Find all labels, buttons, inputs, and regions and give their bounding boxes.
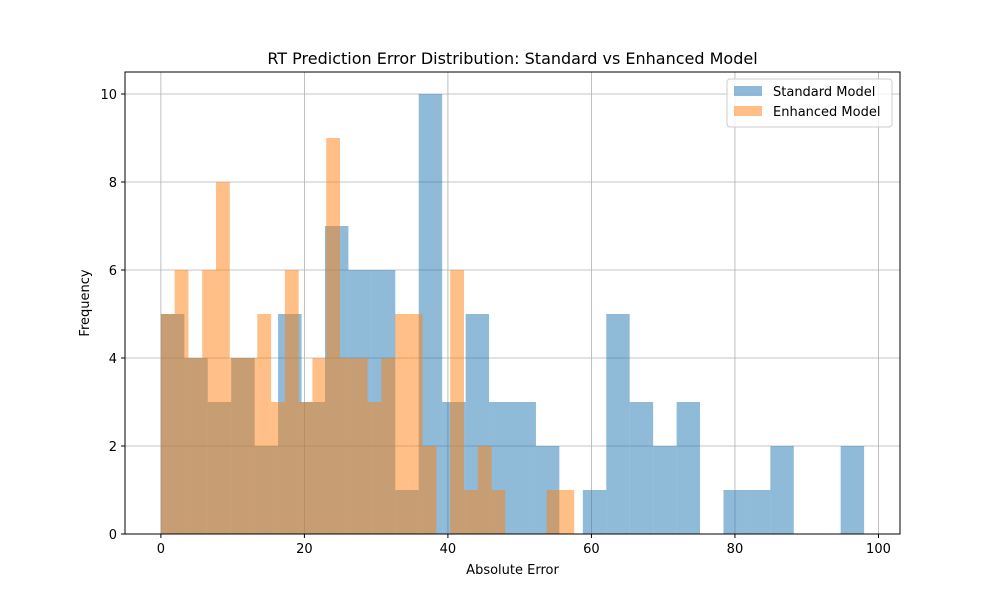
bar-enhanced-24	[491, 490, 506, 534]
bar-enhanced-29	[560, 490, 575, 534]
bar-enhanced-6	[243, 358, 258, 534]
x-axis-label: Absolute Error	[466, 563, 559, 578]
x-axis-ticks: 0 20 40 60 80 100	[157, 534, 891, 557]
bar-enhanced-28	[546, 490, 561, 534]
bar-standard-19	[606, 314, 630, 534]
y-tick-label-0: 0	[109, 528, 117, 543]
x-tick-label-2: 40	[440, 542, 457, 557]
legend-swatch-enhanced	[734, 106, 762, 116]
legend-swatch-standard	[734, 86, 762, 96]
bar-enhanced-15	[367, 402, 382, 534]
bar-standard-18	[582, 490, 607, 534]
bar-enhanced-19	[422, 446, 437, 534]
bar-enhanced-7	[257, 314, 272, 534]
bar-standard-15	[512, 402, 536, 534]
chart-title: RT Prediction Error Distribution: Standa…	[267, 49, 757, 68]
bar-enhanced-0	[160, 314, 175, 534]
y-tick-label-1: 2	[109, 440, 117, 455]
bar-standard-25	[746, 490, 771, 534]
x-tick-label-3: 60	[583, 542, 600, 557]
plot-frame	[124, 71, 901, 535]
y-tick-label-3: 6	[109, 264, 117, 279]
bar-enhanced-2	[188, 358, 203, 534]
bar-standard-24	[723, 490, 747, 534]
y-axis-ticks: 0 2 4 6 8 10	[100, 88, 125, 543]
x-tick-label-5: 100	[866, 542, 891, 557]
bar-enhanced-21	[450, 270, 464, 534]
y-axis-label: Frequency	[78, 269, 93, 336]
x-tick-label-1: 20	[296, 542, 313, 557]
bar-enhanced-3	[202, 270, 216, 534]
bar-enhanced-5	[229, 358, 244, 534]
bar-enhanced-11	[312, 358, 327, 534]
legend-label-standard: Standard Model	[773, 85, 875, 100]
bar-standard-20	[629, 402, 654, 534]
bar-enhanced-22	[463, 490, 478, 534]
x-tick-label-4: 80	[727, 542, 744, 557]
bar-standard-11	[418, 94, 443, 534]
x-tick-label-0: 0	[157, 542, 165, 557]
bar-enhanced-12	[326, 138, 340, 534]
bar-enhanced-1	[174, 270, 189, 534]
histogram-bars	[160, 94, 865, 534]
bar-enhanced-13	[339, 358, 354, 534]
legend: Standard Model Enhanced Model	[726, 78, 893, 128]
bar-enhanced-9	[284, 270, 299, 534]
bar-enhanced-16	[381, 358, 396, 534]
y-tick-label-5: 10	[100, 88, 117, 103]
bar-enhanced-18	[408, 314, 423, 534]
y-tick-label-2: 4	[109, 352, 117, 367]
bar-enhanced-10	[298, 402, 313, 534]
bar-enhanced-8	[271, 402, 285, 534]
bar-enhanced-17	[395, 314, 409, 534]
bar-standard-26	[770, 446, 794, 534]
y-tick-label-4: 8	[109, 176, 117, 191]
bar-standard-29	[840, 446, 865, 534]
bar-enhanced-23	[477, 446, 492, 534]
legend-box	[726, 78, 893, 128]
bar-enhanced-14	[353, 358, 368, 534]
bar-standard-21	[653, 446, 677, 534]
bar-standard-22	[676, 402, 701, 534]
bar-enhanced-4	[215, 182, 230, 534]
legend-label-enhanced: Enhanced Model	[773, 105, 880, 120]
